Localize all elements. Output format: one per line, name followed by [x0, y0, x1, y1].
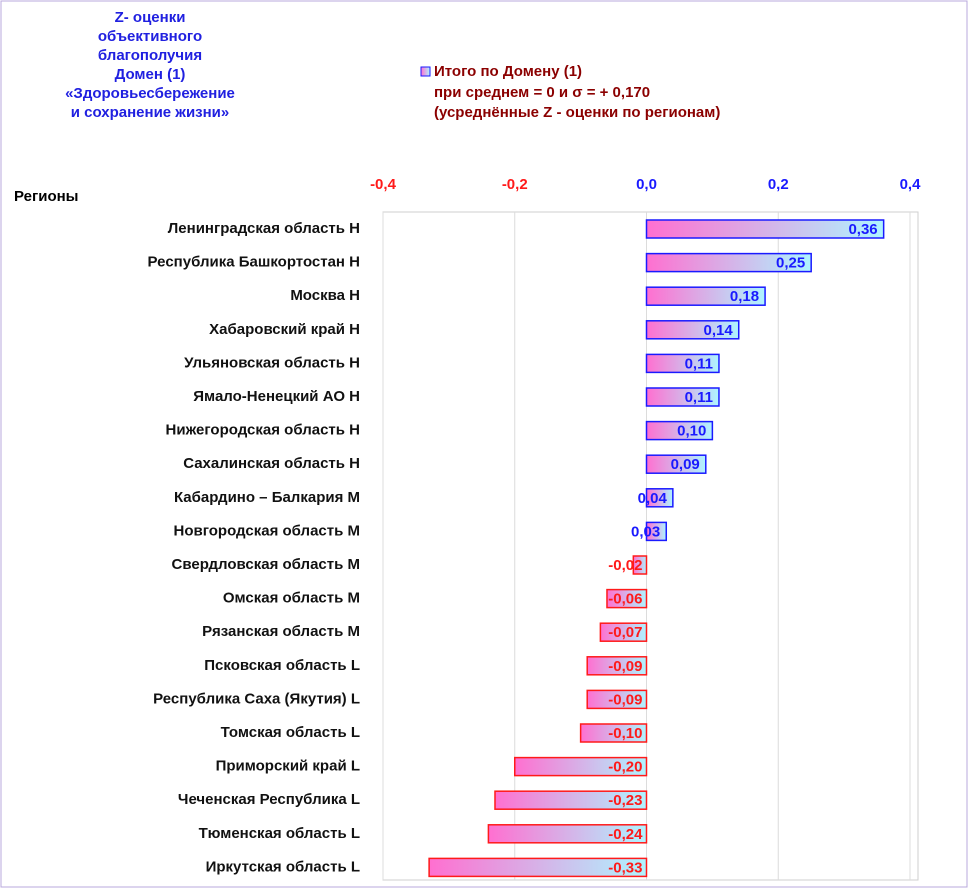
- y-tick-label: Тюменская область L: [199, 825, 360, 842]
- data-label: 0,04: [638, 490, 668, 507]
- chart-title: Z- оценки: [115, 9, 186, 26]
- bar: [645, 454, 707, 474]
- subtitle: (усреднённые Z - оценки по регионам): [434, 104, 720, 121]
- y-tick-label: Приморский край L: [216, 758, 360, 775]
- data-label: -0,06: [608, 591, 642, 608]
- bar: [487, 824, 648, 844]
- y-tick-label: Ульяновская область H: [184, 354, 360, 371]
- y-tick-label: Псковская область L: [204, 657, 360, 674]
- y-tick-label: Нижегородская область H: [166, 422, 360, 439]
- bar: [586, 656, 648, 676]
- y-tick-label: Омская область M: [223, 590, 360, 607]
- x-tick-label: -0,2: [502, 176, 528, 193]
- y-tick-label: Ленинградская область H: [168, 220, 360, 237]
- bar: [494, 790, 648, 810]
- data-label: -0,09: [608, 658, 642, 675]
- x-tick-label: 0,2: [768, 176, 789, 193]
- chart-title: благополучия: [98, 47, 202, 64]
- data-label: -0,20: [608, 759, 642, 776]
- y-tick-label: Томская область L: [221, 724, 360, 741]
- chart-title: объективного: [98, 28, 202, 45]
- bar: [645, 387, 720, 407]
- y-tick-label: Кабардино – Балкария M: [174, 489, 360, 506]
- bar: [645, 286, 766, 306]
- data-label: -0,09: [608, 691, 642, 708]
- bar: [632, 555, 648, 575]
- y-tick-label: Чеченская Республика L: [178, 791, 360, 808]
- bar: [599, 622, 648, 642]
- plot-area: [382, 211, 919, 881]
- y-tick-label: Москва H: [290, 287, 360, 304]
- chart-title: Домен (1): [115, 66, 186, 83]
- y-tick-label: Иркутская область L: [206, 858, 360, 875]
- y-tick-label: Свердловская область M: [172, 556, 360, 573]
- y-tick-label: Сахалинская область H: [183, 455, 360, 472]
- y-tick-label: Хабаровский край H: [209, 321, 360, 338]
- data-label: 0,10: [677, 423, 706, 440]
- bar: [645, 252, 812, 273]
- data-label: -0,07: [608, 624, 642, 641]
- bar: [645, 488, 674, 508]
- bar: [645, 420, 714, 441]
- data-label: 0,03: [631, 523, 660, 540]
- data-label: -0,23: [608, 792, 642, 809]
- bar: [645, 219, 885, 239]
- data-label: -0,24: [608, 826, 643, 843]
- legend-swatch: [420, 66, 431, 77]
- y-tick-label: Ямало-Ненецкий АО H: [193, 388, 360, 405]
- bar: [428, 857, 648, 878]
- data-label: -0,10: [608, 725, 642, 742]
- bar: [645, 320, 740, 340]
- chart-title: «Здоровьесбережение: [65, 85, 235, 102]
- legend-label: Итого по Домену (1): [434, 63, 582, 80]
- data-label: 0,18: [730, 288, 759, 305]
- data-label: 0,11: [685, 389, 713, 406]
- chart-title: и сохранение жизни»: [71, 104, 230, 121]
- bar: [645, 353, 720, 374]
- bar: [606, 588, 648, 609]
- data-label: 0,11: [685, 355, 713, 372]
- y-tick-label: Рязанская область M: [202, 623, 360, 640]
- y-tick-label: Новгородская область M: [174, 522, 361, 539]
- data-label: 0,25: [776, 255, 805, 272]
- y-tick-label: Республика Саха (Якутия) L: [153, 690, 360, 707]
- bar: [514, 756, 648, 777]
- x-tick-label: -0,4: [370, 176, 397, 193]
- axis-label: Регионы: [14, 188, 78, 205]
- subtitle: при среднем = 0 и σ = + 0,170: [434, 84, 650, 101]
- y-tick-label: Республика Башкортостан H: [148, 254, 360, 271]
- data-label: 0,09: [671, 456, 700, 473]
- data-label: 0,14: [704, 322, 734, 339]
- bar: [645, 521, 668, 542]
- bar: [579, 723, 648, 743]
- x-tick-label: 0,0: [636, 176, 657, 193]
- data-label: -0,02: [608, 557, 642, 574]
- data-label: -0,33: [608, 859, 642, 876]
- bar: [586, 689, 648, 710]
- x-tick-label: 0,4: [900, 176, 922, 193]
- data-label: 0,36: [848, 221, 877, 238]
